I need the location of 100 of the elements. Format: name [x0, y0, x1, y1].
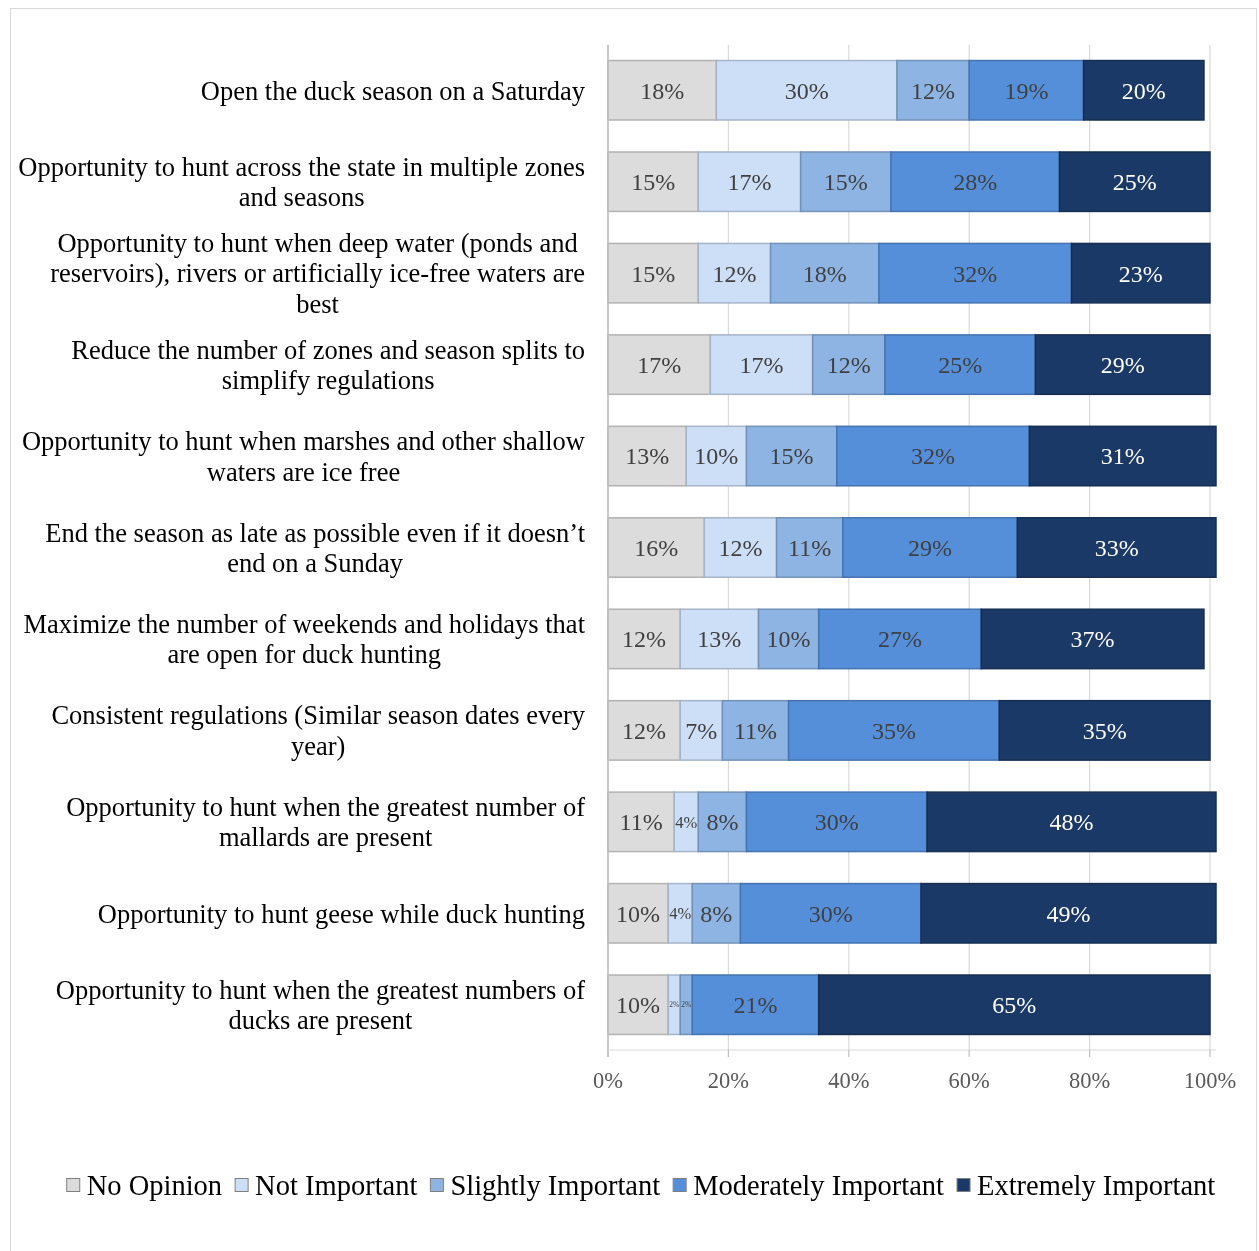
data-label: 29%	[908, 534, 953, 561]
y-tick-label: Opportunity to hunt when the greatest numbers of ducks are present	[55, 974, 586, 1036]
data-label: 4%	[669, 904, 692, 924]
bar	[926, 791, 1217, 853]
legend-label: Moderately Important	[693, 1169, 945, 1201]
data-label: 8%	[706, 809, 739, 836]
legend-label: Slightly Important	[450, 1169, 661, 1201]
data-label: 12%	[622, 717, 667, 744]
x-tick-label: 80%	[1068, 1067, 1111, 1093]
bar	[998, 699, 1211, 761]
bar	[607, 242, 700, 304]
bar	[1034, 334, 1211, 396]
bar	[607, 59, 718, 121]
data-label: 15%	[631, 260, 676, 287]
data-label: 12%	[911, 77, 956, 104]
data-label: 33%	[1094, 534, 1139, 561]
x-tick-label: 40%	[828, 1067, 870, 1093]
bar	[745, 791, 928, 853]
bar	[836, 425, 1031, 487]
bar	[709, 334, 814, 396]
bar	[679, 699, 724, 761]
data-label: 12%	[622, 626, 667, 653]
bar	[691, 974, 820, 1036]
data-label: 11%	[733, 717, 778, 744]
data-label: 15%	[631, 169, 676, 196]
bar	[842, 517, 1019, 578]
y-tick-label: Opportunity to hunt geese while duck hunting	[97, 898, 586, 929]
data-label: 30%	[784, 77, 829, 104]
y-tick-label: Opportunity to hunt when deep water (ponds and reservoirs), rivers or artificially ice-free waters are best	[50, 227, 585, 319]
data-label: 18%	[640, 77, 685, 104]
bar	[1082, 59, 1205, 121]
bar	[607, 517, 706, 578]
data-label: 12%	[712, 260, 757, 287]
y-tick-label: Reduce the number of zones and season splits to simplify regulations	[71, 334, 585, 396]
bar	[739, 882, 922, 944]
bar	[697, 242, 772, 304]
data-label: 32%	[911, 443, 956, 470]
legend-label: Not Important	[255, 1169, 418, 1201]
data-label: 4%	[675, 812, 698, 832]
x-tick-label: 20%	[707, 1067, 750, 1093]
data-label: 35%	[871, 717, 916, 744]
x-tick-label: 0%	[593, 1067, 623, 1093]
data-label: 18%	[802, 260, 847, 287]
data-label: 15%	[769, 443, 814, 470]
data-label: 48%	[1049, 809, 1094, 836]
bar	[745, 425, 838, 487]
bar	[769, 242, 880, 304]
data-label: 7%	[685, 717, 718, 744]
y-tick-label: Consistent regulations (Similar season dates every year)	[51, 700, 586, 761]
data-label: 29%	[1100, 352, 1145, 379]
bar	[721, 699, 790, 761]
x-tick-label: 100%	[1183, 1067, 1237, 1093]
data-label: 10%	[616, 992, 661, 1019]
data-label: 10%	[694, 443, 739, 470]
data-label: 17%	[739, 352, 784, 379]
y-tick-label: Opportunity to hunt when the greatest number of mallards are present	[66, 791, 586, 853]
data-label: 17%	[637, 352, 682, 379]
data-label: 65%	[992, 992, 1037, 1019]
data-label: 27%	[877, 626, 922, 653]
y-tick-label: Open the duck season on a Saturday	[200, 75, 586, 106]
legend-label: No Opinion	[86, 1169, 223, 1201]
bar	[878, 242, 1073, 304]
data-label: 8%	[700, 900, 733, 927]
data-label: 30%	[808, 900, 853, 927]
y-tick-label: Opportunity to hunt when marshes and other shallow waters are ice free	[21, 426, 586, 487]
bar	[890, 151, 1061, 213]
bar	[896, 59, 970, 121]
bar	[1058, 151, 1211, 213]
data-label: 32%	[953, 260, 998, 287]
bar	[607, 334, 712, 396]
bar	[817, 974, 1211, 1036]
data-label: 21%	[733, 992, 778, 1019]
data-label: 30%	[814, 809, 859, 836]
y-tick-label: End the season as late as possible even if it doesn’t end on a Sunday	[45, 517, 586, 579]
bar	[715, 59, 898, 121]
bar	[1016, 517, 1217, 578]
bar	[775, 517, 844, 578]
data-label: 10%	[766, 626, 811, 653]
bar	[968, 59, 1085, 121]
y-tick-label: Opportunity to hunt across the state in multiple zones and seasons	[18, 151, 585, 213]
bar	[685, 425, 748, 487]
bar	[703, 517, 778, 578]
data-label: 15%	[823, 169, 868, 196]
data-label: 28%	[953, 169, 998, 196]
legend-label: Extremely Important	[977, 1169, 1216, 1201]
data-label: 11%	[619, 809, 663, 836]
data-label: 19%	[1004, 77, 1049, 104]
bar	[817, 608, 982, 670]
data-label: 12%	[718, 534, 763, 561]
bar	[980, 608, 1205, 670]
data-label: 49%	[1046, 900, 1091, 927]
data-label: 35%	[1082, 717, 1127, 744]
y-tick-label: Maximize the number of weekends and holidays that are open for duck hunting	[23, 608, 586, 670]
data-label: 23%	[1118, 260, 1163, 287]
data-label: 20%	[1121, 77, 1166, 104]
bar	[799, 151, 892, 213]
data-label: 10%	[616, 900, 661, 927]
x-tick-label: 60%	[948, 1067, 990, 1093]
data-label: 12%	[826, 352, 871, 379]
data-label: 13%	[697, 626, 742, 653]
